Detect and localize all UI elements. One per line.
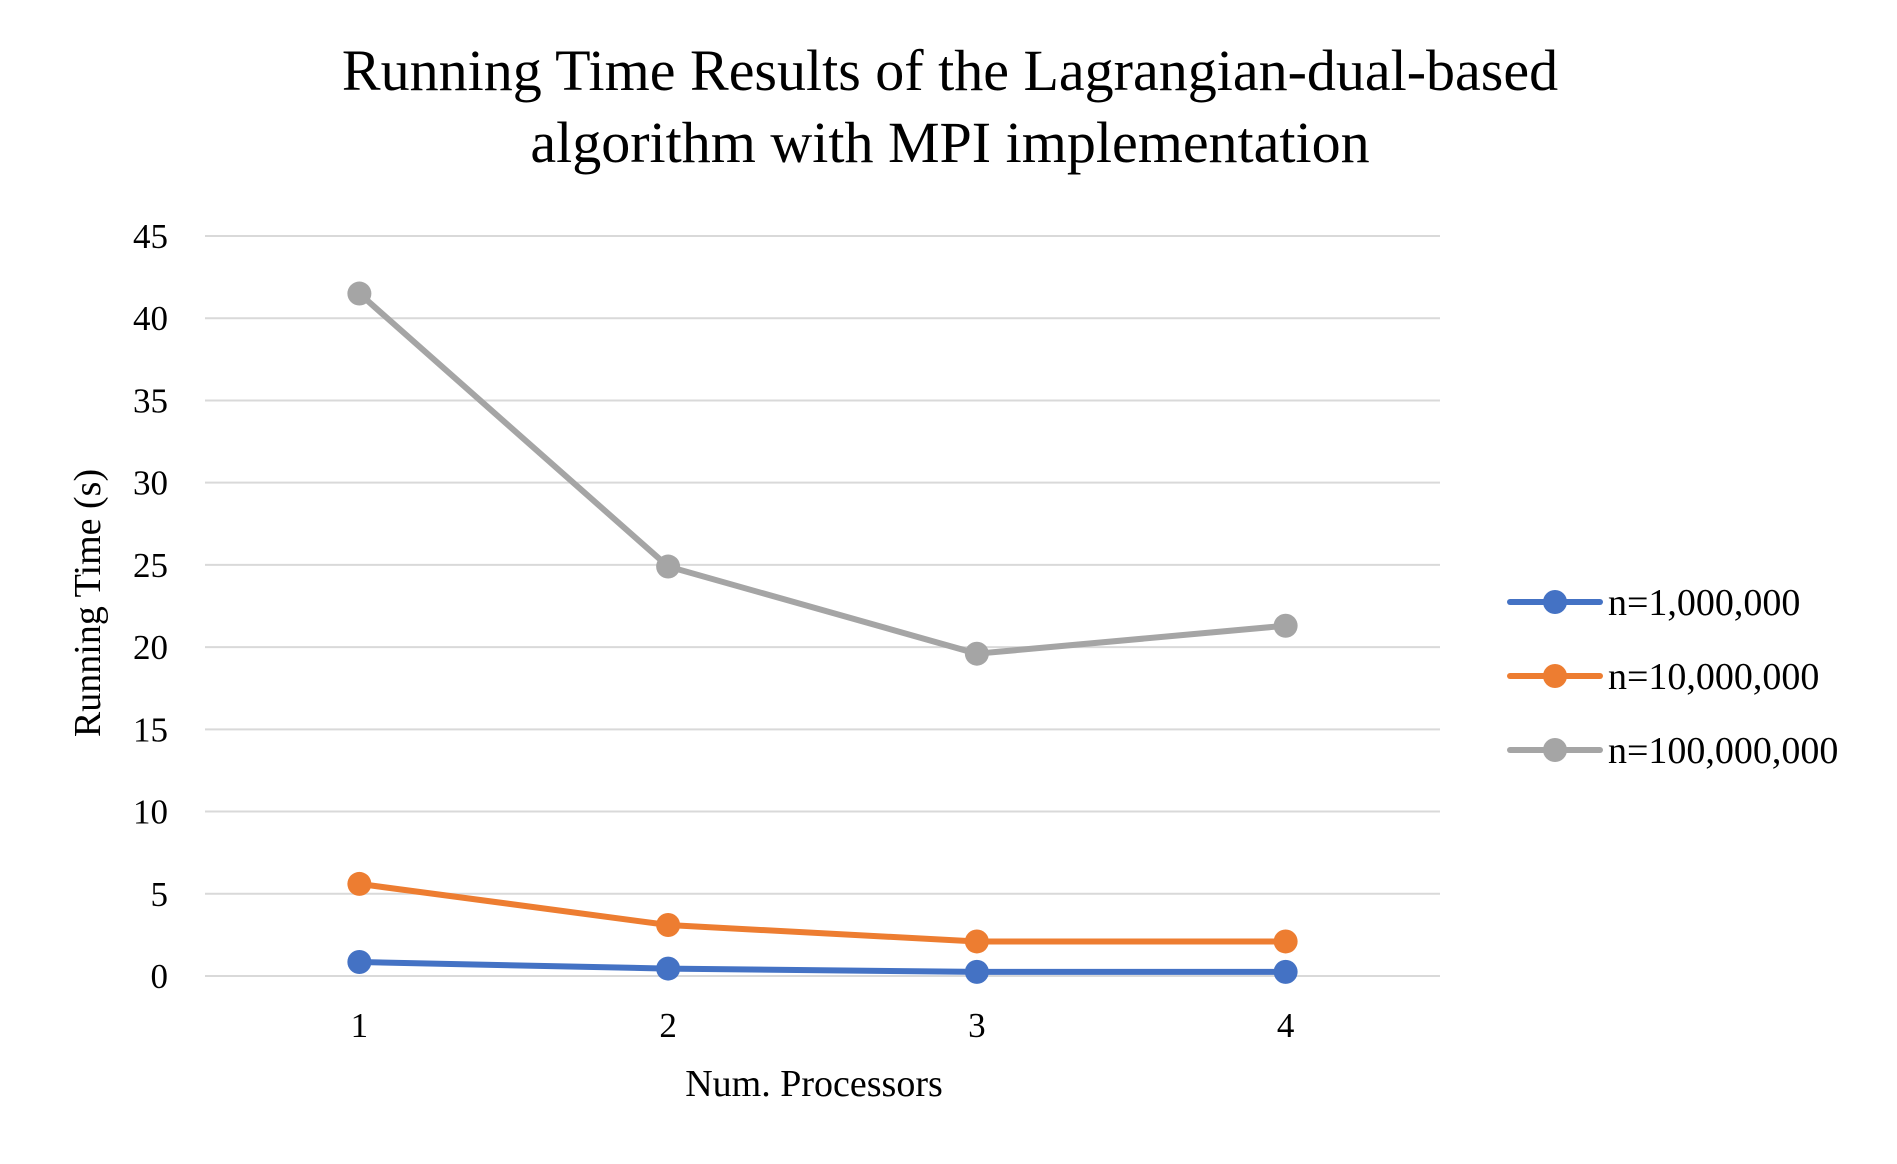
y-tick-label: 45 xyxy=(133,217,168,256)
y-tick-label: 10 xyxy=(133,793,168,832)
data-point xyxy=(656,956,681,981)
x-tick-label: 4 xyxy=(1277,1006,1295,1045)
legend-label: n=100,000,000 xyxy=(1608,730,1838,772)
data-point xyxy=(964,959,989,984)
series-1 xyxy=(347,950,1298,984)
y-tick-label: 30 xyxy=(133,464,168,503)
x-tick-label: 3 xyxy=(968,1006,986,1045)
legend-swatch-marker xyxy=(1543,664,1567,688)
series-group xyxy=(347,281,1298,984)
data-point xyxy=(1273,613,1298,638)
legend-label: n=1,000,000 xyxy=(1608,582,1800,624)
y-tick-label: 20 xyxy=(133,628,168,667)
legend-label: n=10,000,000 xyxy=(1608,656,1819,698)
legend: n=1,000,000 n=10,000,000 n=100,000,000 xyxy=(1507,582,1838,772)
y-tick-label: 5 xyxy=(151,875,169,914)
y-tick-label: 25 xyxy=(133,546,168,585)
series-2 xyxy=(347,871,1298,954)
series-line xyxy=(356,959,1289,975)
data-point xyxy=(964,929,989,954)
data-point xyxy=(656,554,681,579)
series-3 xyxy=(347,281,1298,666)
y-tick-label: 35 xyxy=(133,381,168,420)
x-tick-label: 1 xyxy=(351,1006,369,1045)
series-line xyxy=(356,290,1289,657)
y-axis-ticks: 0 5 10 15 20 25 30 35 40 45 xyxy=(133,217,168,996)
data-point xyxy=(347,871,372,896)
gridlines xyxy=(205,235,1440,977)
legend-item: n=10,000,000 xyxy=(1507,656,1819,698)
data-point xyxy=(964,641,989,666)
legend-item: n=1,000,000 xyxy=(1507,582,1800,624)
legend-swatch-marker xyxy=(1543,590,1567,614)
y-tick-label: 15 xyxy=(133,710,168,749)
chart-title-line-1: Running Time Results of the Lagrangian-d… xyxy=(342,38,1558,103)
x-tick-label: 2 xyxy=(659,1006,677,1045)
y-axis-label: Running Time (s) xyxy=(67,469,109,737)
data-point xyxy=(656,913,681,938)
legend-item: n=100,000,000 xyxy=(1507,730,1838,772)
x-axis-label: Num. Processors xyxy=(685,1063,943,1105)
legend-swatch-marker xyxy=(1543,738,1567,762)
x-axis-ticks: 1 2 3 4 xyxy=(351,1006,1295,1045)
data-point xyxy=(1273,929,1298,954)
y-tick-label: 0 xyxy=(151,957,169,996)
data-point xyxy=(1273,959,1298,984)
data-point xyxy=(347,281,372,306)
data-point xyxy=(347,950,372,975)
chart-title-line-2: algorithm with MPI implementation xyxy=(530,110,1369,175)
y-tick-label: 40 xyxy=(133,299,168,338)
series-line xyxy=(356,880,1289,945)
